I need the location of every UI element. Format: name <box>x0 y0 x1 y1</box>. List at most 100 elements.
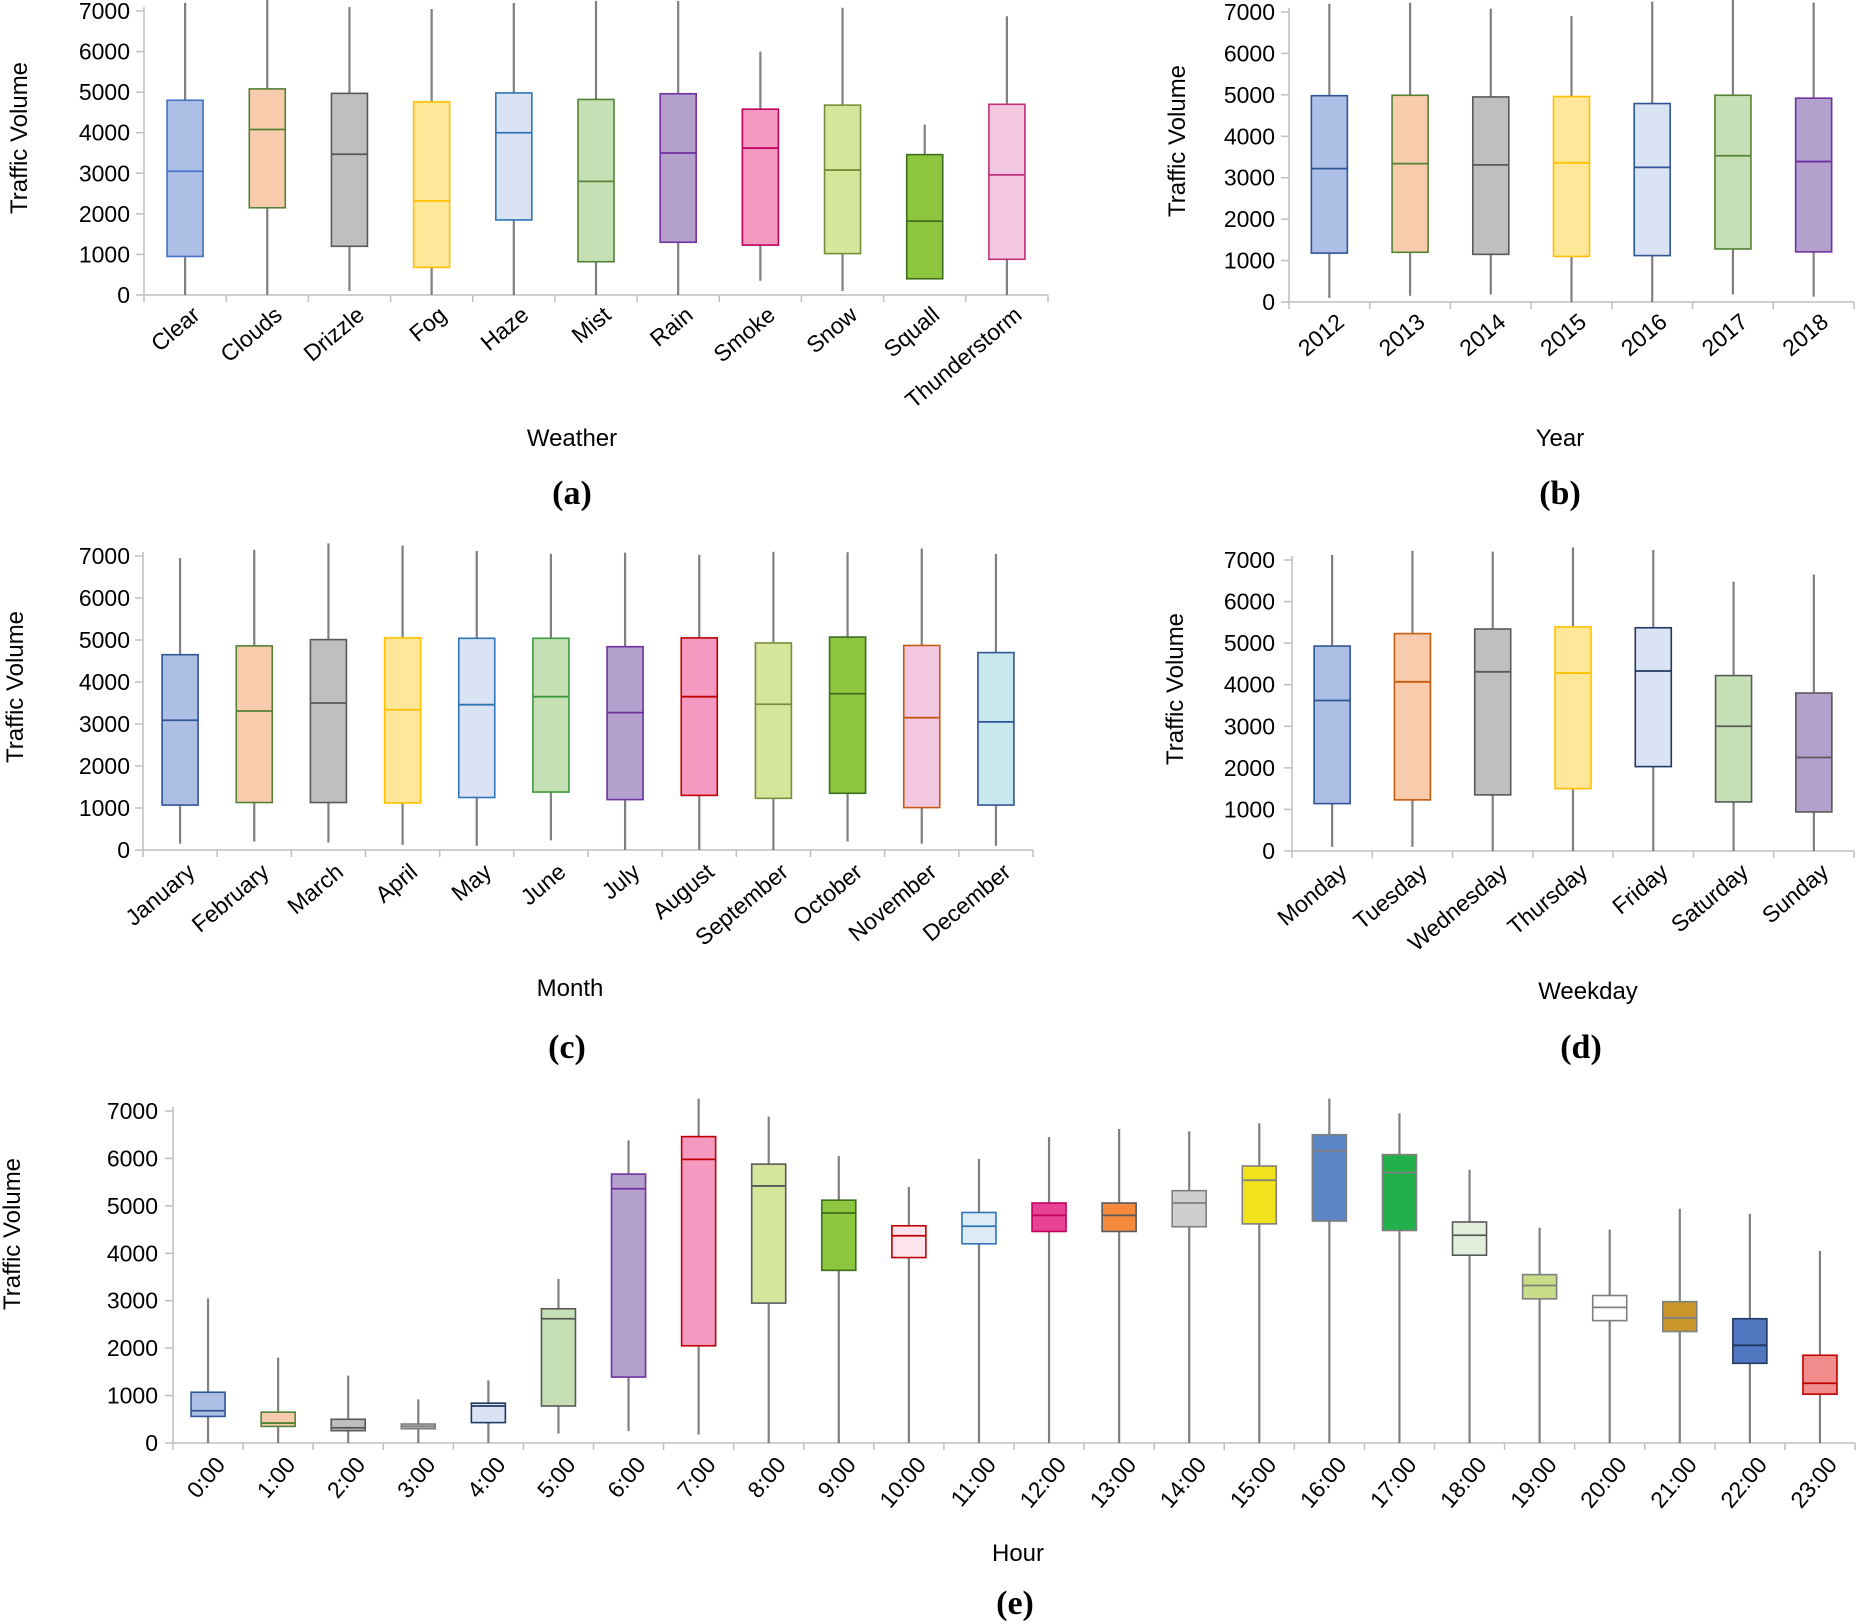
panel-e-box-23-00 <box>1802 1250 1838 1443</box>
panel-b-ytick-label: 6000 <box>1224 40 1275 66</box>
panel-d-xtick-label: Sunday <box>1757 858 1834 928</box>
panel-c-xtick-label: July <box>597 858 645 905</box>
panel-a-xtick-label: Rain <box>645 301 698 351</box>
box-iqr <box>1311 1133 1348 1222</box>
panel-a-ytick-label: 5000 <box>79 79 130 105</box>
box-iqr <box>330 1418 367 1432</box>
panel-e-box-5-00 <box>540 1278 577 1434</box>
panel-b-ytick-label: 7000 <box>1224 0 1275 25</box>
panel-b: Traffic Volume Year (b) 0 1000 2000 3000 400… <box>1164 0 1855 512</box>
panel-e-box-6-00 <box>610 1140 647 1432</box>
panel-d-ylabel: Traffic Volume <box>1162 613 1189 765</box>
panel-b-xtick-label: 2013 <box>1374 308 1430 361</box>
panel-e-ylabel: Traffic Volume <box>0 1158 26 1310</box>
box-iqr <box>470 1402 507 1424</box>
panel-d-xtick-label: Friday <box>1607 858 1673 919</box>
panel-e-xtick-label: 19:00 <box>1505 1452 1562 1513</box>
panel-a-xtick-label: Drizzle <box>298 301 369 366</box>
panel-d-box-thursday <box>1554 547 1592 851</box>
panel-a-ytick-label: 1000 <box>79 241 130 267</box>
panel-b-xtick-label: 2018 <box>1777 308 1833 361</box>
panel-e-box-4-00 <box>470 1380 507 1443</box>
panel-d-ytick-label: 6000 <box>1224 589 1275 615</box>
box-iqr <box>988 103 1026 261</box>
box-iqr <box>1381 1153 1418 1232</box>
panel-a-xtick-label: Smoke <box>708 301 780 367</box>
panel-e-xtick-label: 10:00 <box>874 1452 931 1513</box>
panel-c-box-june <box>532 553 570 841</box>
panel-e-box-3-00 <box>400 1399 437 1443</box>
panel-e-box-16-00 <box>1311 1098 1348 1443</box>
box-iqr <box>383 637 422 804</box>
panel-d-label: (d) <box>1560 1029 1602 1066</box>
box-iqr <box>606 645 644 801</box>
panel-c-box-august <box>680 554 719 850</box>
panel-e-box-17-00 <box>1381 1113 1418 1443</box>
box-iqr <box>750 1163 787 1304</box>
panel-d-box-friday <box>1634 550 1673 851</box>
box-iqr <box>1634 626 1673 768</box>
box-iqr <box>820 1199 857 1272</box>
box-iqr <box>540 1307 577 1407</box>
box-iqr <box>741 108 780 246</box>
panel-d-ytick-label: 2000 <box>1224 755 1275 781</box>
box-iqr <box>1031 1202 1067 1233</box>
box-iqr <box>902 644 941 809</box>
box-iqr <box>1802 1354 1838 1395</box>
panel-c-ytick-label: 0 <box>117 837 130 863</box>
box-iqr <box>1794 97 1833 253</box>
panel-e-ytick-label: 7000 <box>107 1098 158 1124</box>
panel-c-ytick-label: 3000 <box>79 711 130 737</box>
panel-b-box-2017 <box>1714 0 1752 295</box>
panel-c-ytick-label: 4000 <box>79 669 130 695</box>
panel-e-ytick-label: 0 <box>145 1430 158 1456</box>
panel-b-ylabel: Traffic Volume <box>1164 65 1191 217</box>
panel-e-box-12-00 <box>1031 1137 1067 1443</box>
panel-a-box-thunderstorm <box>988 16 1026 295</box>
panel-a-xtick-label: Clouds <box>215 301 287 367</box>
panel-b-box-2012 <box>1310 3 1349 298</box>
panel-a-box-haze <box>495 2 533 295</box>
panel-e-xtick-label: 12:00 <box>1014 1452 1071 1513</box>
panel-d-xtick-label: Thursday <box>1502 858 1593 940</box>
box-iqr <box>1171 1189 1208 1228</box>
panel-b-box-2016 <box>1633 1 1672 302</box>
panel-e-xtick-label: 20:00 <box>1575 1452 1632 1513</box>
panel-e-ytick-label: 5000 <box>107 1193 158 1219</box>
box-iqr <box>190 1391 226 1418</box>
panel-d-xtick-label: Saturday <box>1666 858 1754 937</box>
panel-d-xtick-label: Monday <box>1272 858 1352 931</box>
panel-e-box-10-00 <box>891 1186 927 1443</box>
panel-e-xtick-label: 15:00 <box>1225 1452 1282 1513</box>
panel-d-ytick-label: 1000 <box>1224 796 1275 822</box>
panel-b-ytick-label: 3000 <box>1224 165 1275 191</box>
box-iqr <box>532 637 570 793</box>
panel-c: Traffic Volume Month (c) 0 1000 2000 3000 40… <box>2 543 1034 1066</box>
box-iqr <box>610 1173 647 1378</box>
panel-e-xtick-label: 18:00 <box>1435 1452 1492 1513</box>
panel-c-box-february <box>235 549 274 842</box>
box-iqr <box>977 651 1015 806</box>
box-iqr <box>1714 674 1753 803</box>
panel-b-xtick-label: 2016 <box>1616 308 1672 361</box>
box-iqr <box>659 92 697 244</box>
box-iqr <box>891 1224 927 1259</box>
panel-e-xtick-label: 6:00 <box>602 1452 651 1503</box>
panel-b-ytick-label: 1000 <box>1224 248 1275 274</box>
panel-e: Traffic Volume Hour (e) 0 1000 2000 3000 400… <box>0 1098 1856 1622</box>
panel-e-box-0-00 <box>190 1298 226 1443</box>
box-iqr <box>330 92 369 248</box>
box-iqr <box>248 88 287 209</box>
box-iqr <box>1313 645 1351 805</box>
panel-e-xtick-label: 9:00 <box>812 1452 861 1503</box>
panel-e-box-13-00 <box>1101 1129 1137 1443</box>
panel-a-ytick-label: 2000 <box>79 201 130 227</box>
panel-a-xtick-label: Fog <box>404 301 451 346</box>
panel-c-box-may <box>457 550 496 846</box>
box-iqr <box>1554 626 1592 790</box>
panel-e-xtick-label: 16:00 <box>1295 1452 1352 1513</box>
panel-e-box-8-00 <box>750 1116 787 1443</box>
box-iqr <box>309 638 348 804</box>
box-iqr <box>1521 1273 1558 1300</box>
